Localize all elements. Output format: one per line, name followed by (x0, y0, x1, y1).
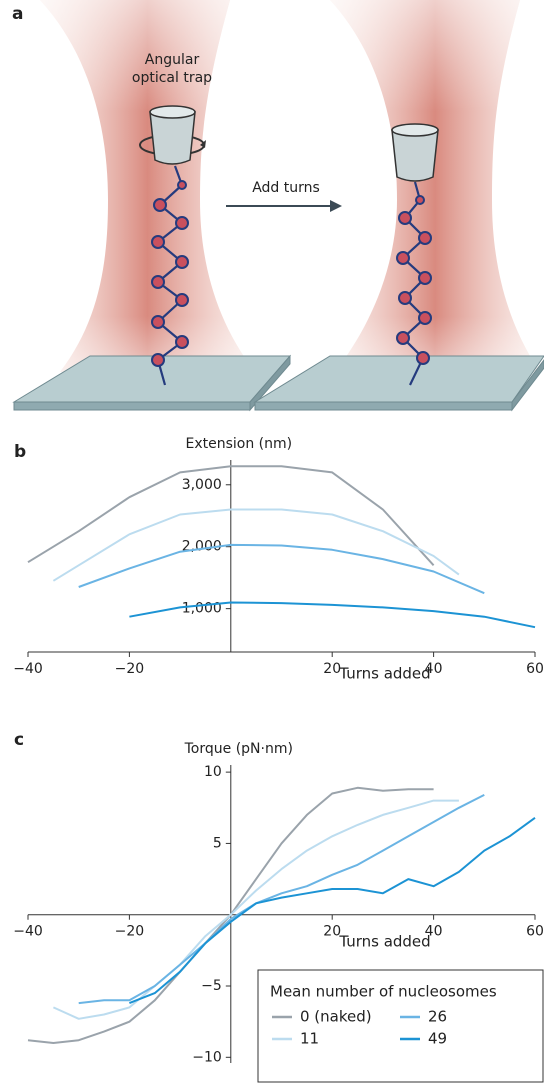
y-tick-label: 5 (213, 835, 222, 851)
x-tick-label: 20 (323, 661, 341, 677)
y-tick-label: −10 (192, 1049, 222, 1065)
surface (255, 356, 544, 402)
bead-cylinder (392, 130, 438, 181)
arrow-label: Add turns (252, 180, 320, 196)
panel-label: b (14, 442, 26, 462)
arrowhead (330, 200, 342, 212)
figure: a Angular optical trap Add turns b Extens… (0, 0, 544, 1083)
y-axis-title: Extension (nm) (185, 436, 292, 452)
panel-label: c (14, 730, 24, 750)
y-axis-title: Torque (pN·nm) (184, 741, 293, 757)
surface-edge (14, 402, 250, 410)
panel-a: a Angular optical trap Add turns (12, 0, 544, 410)
bead-cylinder (150, 112, 195, 164)
trap-label: Angular (145, 52, 200, 68)
beam-fade (330, 0, 540, 372)
bead-top (392, 124, 438, 136)
x-tick-label: 40 (425, 924, 443, 940)
y-tick-label: 3,000 (182, 477, 222, 493)
surface-edge (255, 402, 512, 410)
trap-label: optical trap (132, 70, 212, 86)
x-axis-title: Turns added (338, 665, 430, 683)
x-axis-title: Turns added (338, 933, 430, 951)
legend-label: 0 (naked) (300, 1008, 372, 1026)
x-tick-label: −20 (115, 661, 145, 677)
x-tick-label: 60 (526, 924, 544, 940)
legend-title: Mean number of nucleosomes (270, 983, 497, 1001)
y-tick-label: −5 (201, 978, 222, 994)
x-tick-label: −40 (13, 924, 43, 940)
y-tick-label: 10 (204, 764, 222, 780)
x-tick-label: −20 (115, 924, 145, 940)
panel-label: a (12, 4, 23, 24)
legend-label: 49 (428, 1030, 447, 1048)
x-tick-label: 20 (323, 924, 341, 940)
x-tick-label: 40 (425, 661, 443, 677)
x-tick-label: 60 (526, 661, 544, 677)
legend-label: 26 (428, 1008, 447, 1026)
legend-label: 11 (300, 1030, 319, 1048)
bead-top (150, 106, 195, 118)
x-tick-label: −40 (13, 661, 43, 677)
